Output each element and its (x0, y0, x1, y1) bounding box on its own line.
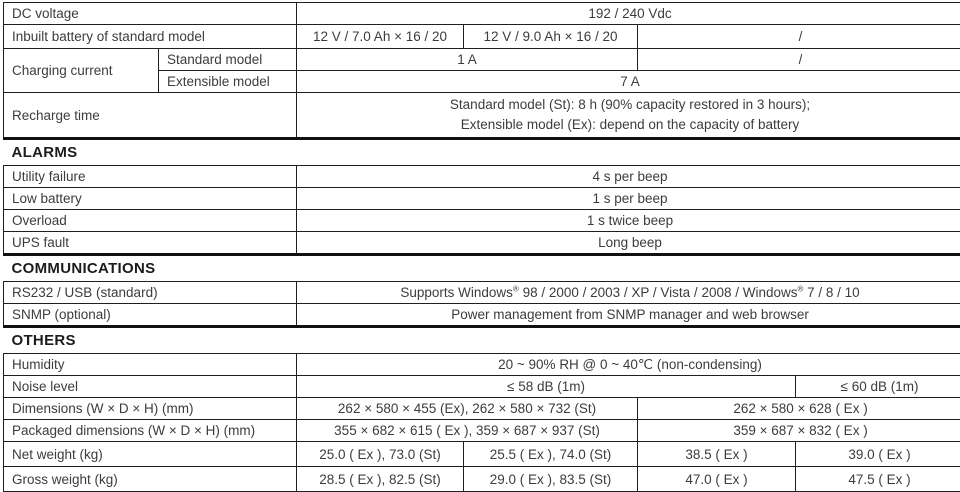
row-dimensions: Dimensions (W × D × H) (mm) 262 × 580 × … (2, 397, 960, 420)
row-label: Charging current (3, 48, 159, 93)
recharge-line-1: Standard model (St): 8 h (90% capacity r… (449, 97, 811, 113)
section-header-alarms: ALARMS (3, 137, 960, 166)
row-inbuilt-battery: Inbuilt battery of standard model 12 V /… (2, 24, 960, 49)
registered-trademark-symbol: ® (512, 284, 519, 294)
row-value: 12 V / 7.0 Ah × 16 / 20 (296, 24, 465, 49)
section-row-communications: COMMUNICATIONS (3, 253, 960, 282)
row-label: DC voltage (2, 2, 298, 25)
row-value: Standard model (St): 8 h (90% capacity r… (296, 92, 960, 139)
row-value: Power management from SNMP manager and w… (296, 303, 960, 327)
row-value: 28.5 ( Ex ), 82.5 (St) (296, 466, 465, 492)
row-value: 25.5 ( Ex ), 74.0 (St) (463, 441, 639, 467)
row-gross-weight: Gross weight (kg) 28.5 ( Ex ), 82.5 (St)… (2, 466, 960, 492)
row-label: Utility failure (2, 165, 298, 188)
row-value: 47.0 ( Ex ) (637, 466, 797, 492)
row-snmp: SNMP (optional) Power management from SN… (2, 303, 960, 327)
row-label: Low battery (2, 187, 298, 210)
row-label: RS232 / USB (standard) (2, 281, 298, 304)
row-packaged-dimensions: Packaged dimensions (W × D × H) (mm) 355… (2, 419, 960, 442)
row-value: 1 s per beep (296, 187, 960, 210)
row-value: ≤ 60 dB (1m) (795, 375, 960, 398)
section-row-alarms: ALARMS (3, 137, 960, 166)
row-sublabel: Standard model (157, 48, 298, 71)
row-value: 20 ~ 90% RH @ 0 ~ 40℃ (non-condensing) (296, 353, 960, 376)
row-low-battery: Low battery 1 s per beep (2, 187, 960, 210)
rs232-value-part: 7 / 8 / 10 (803, 285, 860, 300)
row-value: 1 A (296, 48, 639, 71)
row-value: 192 / 240 Vdc (296, 2, 960, 25)
row-value: ≤ 58 dB (1m) (296, 375, 797, 398)
row-noise-level: Noise level ≤ 58 dB (1m) ≤ 60 dB (1m) (2, 375, 960, 398)
registered-trademark-symbol: ® (797, 284, 804, 294)
row-value: Long beep (296, 231, 960, 255)
row-value: / (637, 48, 960, 71)
row-value: Supports Windows® 98 / 2000 / 2003 / XP … (296, 281, 960, 304)
row-utility-failure: Utility failure 4 s per beep (2, 165, 960, 188)
row-value: 29.0 ( Ex ), 83.5 (St) (463, 466, 639, 492)
row-value: 47.5 ( Ex ) (795, 466, 960, 492)
row-label: UPS fault (2, 231, 298, 255)
row-overload: Overload 1 s twice beep (2, 209, 960, 232)
row-humidity: Humidity 20 ~ 90% RH @ 0 ~ 40℃ (non-cond… (2, 353, 960, 376)
row-value: 12 V / 9.0 Ah × 16 / 20 (463, 24, 639, 49)
row-label: Net weight (kg) (2, 441, 298, 467)
recharge-line-2: Extensible model (Ex): depend on the cap… (460, 117, 800, 132)
rs232-value-part: Supports Windows (400, 285, 513, 300)
row-label: Noise level (2, 375, 298, 398)
row-dc-voltage: DC voltage 192 / 240 Vdc (2, 2, 960, 25)
row-value: 262 × 580 × 455 (Ex), 262 × 580 × 732 (S… (296, 397, 639, 420)
row-value: / (637, 24, 960, 49)
row-label: Recharge time (2, 92, 298, 139)
row-value: 25.0 ( Ex ), 73.0 (St) (296, 441, 465, 467)
row-label: SNMP (optional) (2, 303, 298, 327)
rs232-value-part: 98 / 2000 / 2003 / XP / Vista / 2008 / W… (518, 285, 798, 300)
row-label: Dimensions (W × D × H) (mm) (2, 397, 298, 420)
row-label: Humidity (2, 353, 298, 376)
row-charging-current-standard: Charging current Standard model 1 A / (3, 48, 960, 93)
section-header-others: OTHERS (3, 325, 960, 354)
row-value: 4 s per beep (296, 165, 960, 188)
row-value: 359 × 687 × 832 ( Ex ) (637, 419, 960, 442)
row-value: 1 s twice beep (296, 209, 960, 232)
row-ups-fault: UPS fault Long beep (2, 231, 960, 255)
row-value: 39.0 ( Ex ) (795, 441, 960, 467)
row-recharge-time: Recharge time Standard model (St): 8 h (… (2, 92, 960, 139)
row-label: Overload (2, 209, 298, 232)
row-net-weight: Net weight (kg) 25.0 ( Ex ), 73.0 (St) 2… (2, 441, 960, 467)
row-label: Gross weight (kg) (2, 466, 298, 492)
row-label: Packaged dimensions (W × D × H) (mm) (2, 419, 298, 442)
row-value: 262 × 580 × 628 ( Ex ) (637, 397, 960, 420)
row-value: 7 A (296, 70, 960, 93)
row-value: 355 × 682 × 615 ( Ex ), 359 × 687 × 937 … (296, 419, 639, 442)
section-row-others: OTHERS (3, 325, 960, 354)
row-value: 38.5 ( Ex ) (637, 441, 797, 467)
row-rs232-usb: RS232 / USB (standard) Supports Windows®… (2, 281, 960, 304)
row-sublabel: Extensible model (157, 70, 298, 93)
row-label: Inbuilt battery of standard model (2, 24, 298, 49)
section-header-communications: COMMUNICATIONS (3, 253, 960, 282)
